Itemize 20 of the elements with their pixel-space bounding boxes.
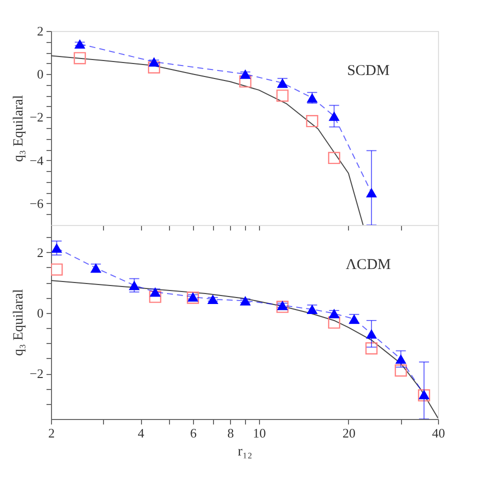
y-tick-label: −4 (30, 152, 44, 168)
x-tick-label: 10 (252, 426, 266, 440)
x-tick-label: 20 (342, 426, 356, 440)
y-tick-label: 0 (37, 305, 44, 320)
y-tick-label: −6 (30, 196, 44, 211)
y-tick-label: −2 (30, 366, 44, 382)
annotation: ΛCDM (346, 256, 391, 273)
y-tick-label: −2 (30, 110, 44, 125)
x-tick-label: 40 (432, 426, 445, 440)
x-tick-label: 6 (190, 426, 198, 440)
x-tick-label: 8 (227, 426, 234, 440)
y-tick-label: 0 (37, 66, 44, 82)
x-tick-label: 2 (48, 426, 55, 440)
x-axis-title: r₁₂ (238, 444, 252, 460)
x-tick-label: 4 (138, 426, 145, 440)
y-axis-title: q₃ Equilaral (12, 289, 27, 356)
y-tick-label: 2 (37, 244, 44, 260)
y-tick-label: 2 (37, 24, 44, 38)
annotation: SCDM (347, 62, 390, 79)
y-axis-title: q₃ Equilaral (12, 95, 27, 162)
